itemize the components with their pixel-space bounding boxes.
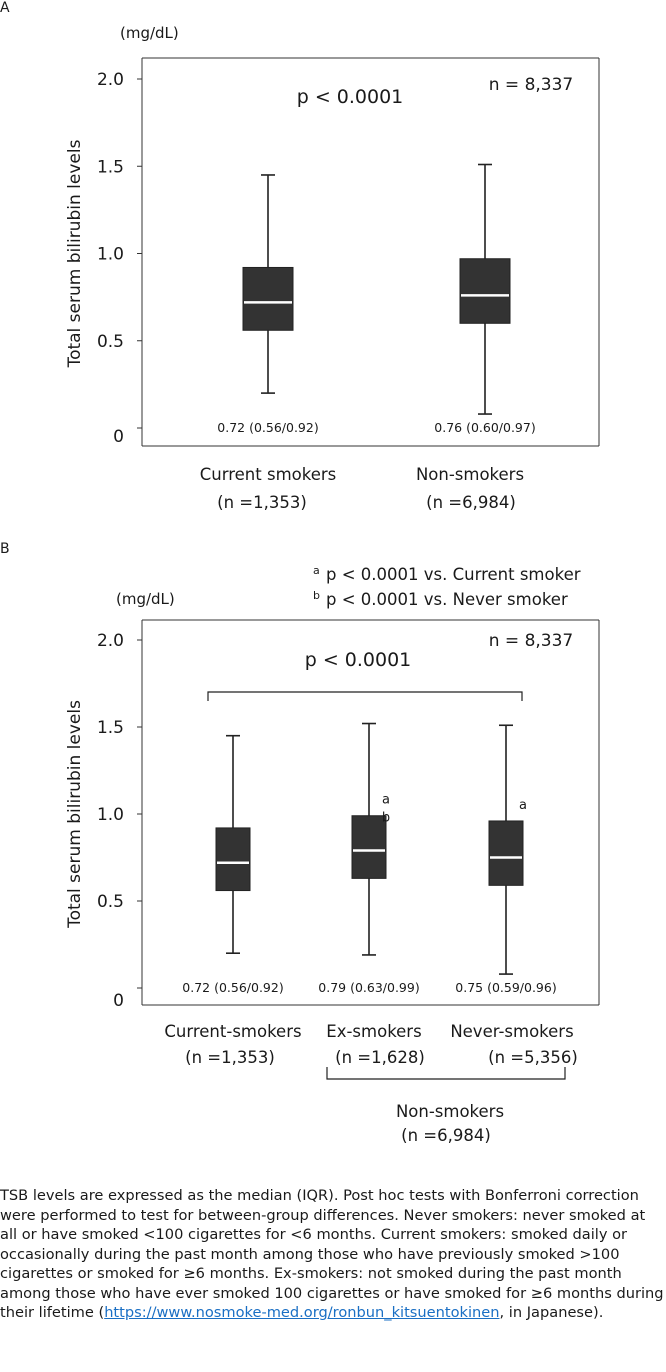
y-tick-label: 0 [113, 991, 124, 1011]
y-tick-label: 1.0 [97, 245, 124, 265]
iqr-box [242, 266, 294, 331]
y-tick-label: 1.5 [97, 157, 124, 177]
y-tick-label: 1.5 [97, 718, 124, 738]
median-iqr-label: 0.75 (0.59/0.96) [455, 980, 556, 995]
legend-superscript: b [313, 589, 320, 602]
y-unit-label: (mg/dL) [116, 590, 175, 608]
category-label: Current smokers [200, 465, 336, 484]
median-iqr-label: 0.79 (0.63/0.99) [318, 980, 419, 995]
iqr-box [351, 815, 387, 879]
significance-marker: b [382, 811, 390, 826]
iqr-box [459, 258, 511, 324]
significance-marker: a [382, 793, 390, 808]
category-label: Never-smokers [450, 1022, 573, 1041]
category-n-label: (n =1,353) [185, 1048, 275, 1067]
comparison-bracket [207, 691, 523, 701]
category-n-label: (n =6,984) [426, 493, 516, 512]
y-tick-label: 0 [113, 427, 124, 447]
y-tick-label: 0.5 [97, 332, 124, 352]
y-tick-label: 2.0 [97, 631, 124, 651]
median-iqr-label: 0.76 (0.60/0.97) [434, 420, 535, 435]
panel-a-chart: (mg/dL) 0 0.5 1.0 1.5 2.0 Total serum bilirubi… [65, 24, 600, 512]
median-iqr-label: 0.72 (0.56/0.92) [182, 980, 283, 995]
group-bracket [326, 1067, 566, 1080]
y-tick-label: 0.5 [97, 892, 124, 912]
median-iqr-label: 0.72 (0.56/0.92) [217, 420, 318, 435]
category-n-label: (n =5,356) [488, 1048, 578, 1067]
footnote-text: TSB levels are expressed as the median (… [0, 1187, 664, 1321]
category-label: Current-smokers [164, 1022, 301, 1041]
figure-footnote: TSB levels are expressed as the median (… [0, 1186, 666, 1323]
iqr-box [215, 827, 251, 892]
y-tick-label: 2.0 [97, 70, 124, 90]
p-value-label: p < 0.0001 [297, 86, 404, 108]
legend-entry: p < 0.0001 vs. Current smoker [326, 565, 581, 584]
group-n-label: (n =6,984) [401, 1126, 491, 1145]
total-n-label: n = 8,337 [489, 75, 574, 95]
y-unit-label: (mg/dL) [120, 24, 179, 42]
iqr-box [488, 820, 524, 886]
legend-superscript: a [313, 564, 320, 577]
legend-entry: p < 0.0001 vs. Never smoker [326, 590, 568, 609]
category-label: Ex-smokers [326, 1022, 421, 1041]
footnote-tail: , in Japanese). [499, 1304, 604, 1321]
panel-a-letter: A [0, 0, 10, 16]
y-tick-label: 1.0 [97, 805, 124, 825]
total-n-label: n = 8,337 [489, 631, 574, 651]
y-axis-label: Total serum bilirubin levels [65, 139, 85, 368]
footnote-link[interactable]: https://www.nosmoke-med.org/ronbun_kitsu… [104, 1304, 500, 1321]
category-n-label: (n =1,628) [335, 1048, 425, 1067]
category-n-label: (n =1,353) [217, 493, 307, 512]
panel-b-chart: (mg/dL) 0 0.5 1.0 1.5 2.0 Total serum bilirubi… [65, 564, 600, 1145]
y-axis-label: Total serum bilirubin levels [65, 700, 85, 929]
category-label: Non-smokers [416, 465, 524, 484]
group-label: Non-smokers [396, 1102, 504, 1121]
panel-b-letter: B [0, 541, 10, 557]
p-value-label: p < 0.0001 [305, 649, 412, 671]
significance-marker: a [519, 798, 527, 813]
